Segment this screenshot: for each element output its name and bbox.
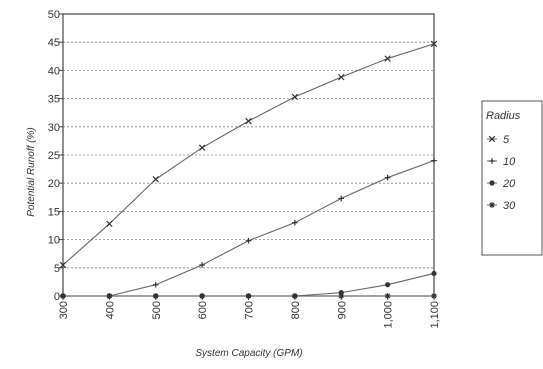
legend-label: 5	[503, 134, 510, 146]
data-point	[291, 93, 299, 101]
x-tick-label: 1,000	[383, 301, 395, 329]
x-axis: 300 400 500 600 700 800 900 1,000 1,100	[58, 296, 441, 329]
series-line-radius-10	[63, 160, 435, 297]
series-line-radius-5	[62, 43, 435, 266]
data-point	[199, 262, 205, 268]
x-tick-label: 300	[58, 301, 70, 319]
x-tick-label: 1,100	[429, 301, 441, 329]
legend-label: 20	[502, 178, 516, 190]
data-point	[245, 293, 252, 299]
y-tick-label: 40	[48, 65, 60, 77]
legend-label: 10	[503, 156, 516, 168]
legend-item: 10	[487, 156, 516, 168]
data-point	[152, 281, 159, 288]
data-point	[106, 220, 113, 228]
series-lines	[62, 43, 435, 297]
y-tick-label: 20	[48, 178, 60, 190]
gridlines	[63, 41, 434, 269]
legend: Radius 5 10 20 30	[481, 100, 543, 256]
legend-marker	[489, 180, 495, 186]
y-tick-label: 0	[54, 291, 60, 303]
data-point	[431, 293, 437, 299]
legend-marker	[489, 202, 495, 208]
data-point	[152, 293, 159, 299]
y-tick-label: 30	[48, 122, 60, 134]
legend-marker	[489, 158, 495, 164]
x-tick-label: 700	[244, 301, 256, 319]
data-point	[245, 237, 252, 244]
legend-marker	[488, 135, 496, 143]
data-point	[384, 55, 391, 62]
data-point	[431, 157, 437, 164]
data-point	[385, 282, 391, 288]
x-tick-label: 400	[104, 301, 116, 319]
y-tick-label: 45	[48, 37, 60, 49]
y-axis-title: Potential Runoff (%)	[26, 127, 37, 217]
data-point	[106, 293, 113, 299]
legend-item: 30	[487, 200, 516, 212]
y-axis: 0 5 10 15 20 25 30 35 40 45 50	[48, 9, 63, 303]
y-tick-label: 35	[48, 94, 60, 106]
y-tick-label: 25	[48, 150, 60, 162]
y-tick-label: 50	[48, 9, 60, 21]
data-point	[384, 293, 391, 299]
data-point	[292, 219, 298, 226]
y-tick-label: 10	[48, 235, 60, 247]
data-point	[384, 174, 391, 181]
x-axis-title: System Capacity (GPM)	[195, 348, 302, 359]
series-line-radius-20	[63, 272, 435, 297]
x-tick-label: 600	[197, 301, 209, 319]
x-tick-label: 800	[290, 301, 302, 319]
data-point	[198, 144, 206, 151]
data-point	[292, 293, 298, 299]
data-point	[245, 117, 252, 125]
data-point	[152, 176, 159, 183]
data-point	[338, 195, 345, 202]
series-markers	[59, 40, 438, 299]
y-tick-label: 15	[48, 206, 60, 218]
legend-box	[481, 100, 543, 256]
data-point	[338, 73, 345, 81]
data-point	[199, 293, 205, 299]
legend-item: 5	[487, 134, 510, 146]
x-tick-label: 900	[336, 301, 348, 319]
x-tick-label: 500	[151, 301, 163, 319]
data-point	[59, 261, 67, 269]
data-point	[431, 270, 437, 277]
legend-item: 20	[487, 178, 516, 190]
data-point	[60, 293, 66, 299]
y-tick-label: 5	[54, 263, 60, 275]
data-point	[338, 293, 345, 299]
data-point	[430, 40, 438, 48]
legend-label: 30	[503, 200, 516, 212]
legend-title: Radius	[486, 110, 521, 122]
